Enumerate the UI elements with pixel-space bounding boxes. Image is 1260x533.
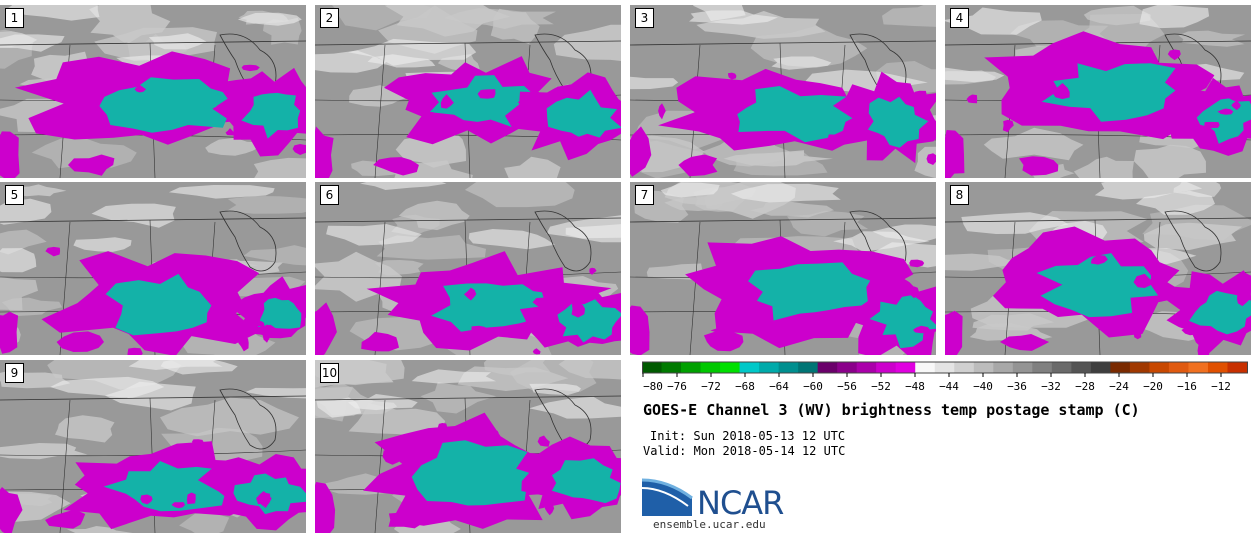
colorbar-tick-label: −76: [667, 380, 687, 393]
colorbar-swatch: [876, 362, 896, 373]
colorbar-swatch: [1208, 362, 1228, 373]
colorbar-swatch: [1169, 362, 1189, 373]
panel-number: 4: [950, 8, 969, 28]
panel-number: 10: [320, 363, 339, 383]
colorbar-swatch: [720, 362, 740, 373]
panel-number: 7: [635, 185, 654, 205]
colorbar-swatch: [974, 362, 994, 373]
convective-cell: [0, 312, 18, 354]
colorbar-swatch: [818, 362, 838, 373]
ncar-logo-icon: [642, 476, 694, 516]
panel-2: 2: [315, 5, 621, 178]
panel-number: 9: [5, 363, 24, 383]
colorbar-swatch: [935, 362, 955, 373]
colorbar-tick-label: −24: [1109, 380, 1129, 393]
panel-10: 10: [315, 360, 621, 533]
colorbar-tick-label: −80: [643, 380, 663, 393]
colorbar-tick-label: −68: [735, 380, 755, 393]
colorbar-tick-label: −64: [769, 380, 789, 393]
colorbar-swatch: [1032, 362, 1052, 373]
moisture-band: [226, 196, 306, 214]
colorbar-tick-label: −56: [837, 380, 857, 393]
convective-cell: [187, 493, 196, 505]
convective-cell: [478, 89, 496, 99]
panel-number: 8: [950, 185, 969, 205]
chart-title: GOES-E Channel 3 (WV) brightness temp po…: [643, 401, 1140, 419]
map-image: [630, 5, 936, 178]
panel-number: 2: [320, 8, 339, 28]
colorbar-tick-label: −32: [1041, 380, 1061, 393]
convective-cell: [1204, 122, 1220, 128]
map-image: [0, 182, 306, 355]
colorbar-swatch: [1227, 362, 1247, 373]
colorbar-tick-label: −20: [1143, 380, 1163, 393]
convective-cell: [470, 326, 487, 337]
colorbar-swatch: [701, 362, 721, 373]
colorbar-swatch: [896, 362, 916, 373]
colorbar-tick-label: −48: [905, 380, 925, 393]
colorbar-swatch: [642, 362, 662, 373]
colorbar-swatch: [779, 362, 799, 373]
ncar-logo-text: NCAR: [697, 484, 783, 522]
website-link[interactable]: ensemble.ucar.edu: [653, 518, 766, 531]
colorbar-tick-label: −36: [1007, 380, 1027, 393]
map-image: [315, 182, 621, 355]
colorbar-tick-label: −44: [939, 380, 959, 393]
colorbar-swatch: [1188, 362, 1208, 373]
convective-cell: [945, 311, 963, 355]
colorbar-tick-label: −16: [1177, 380, 1197, 393]
colorbar-swatch: [798, 362, 818, 373]
map-image: [0, 5, 306, 178]
map-image: [945, 5, 1251, 178]
colorbar-swatch: [740, 362, 760, 373]
convective-cell: [708, 123, 727, 135]
panel-5: 5: [0, 182, 306, 355]
colorbar-swatch: [1071, 362, 1091, 373]
colorbar-tick-label: −60: [803, 380, 823, 393]
panel-1: 1: [0, 5, 306, 178]
convective-cell: [438, 423, 448, 433]
colorbar-swatch: [993, 362, 1013, 373]
colorbar-tick-label: −28: [1075, 380, 1095, 393]
colorbar-swatch: [1091, 362, 1111, 373]
colorbar-tick-label: −12: [1211, 380, 1231, 393]
convective-cell: [0, 131, 20, 178]
map-image: [315, 5, 621, 178]
colorbar-swatch: [1110, 362, 1130, 373]
convective-cell: [945, 130, 964, 178]
colorbar-swatch: [1052, 362, 1072, 373]
map-image: [945, 182, 1251, 355]
panel-number: 3: [635, 8, 654, 28]
map-image: [0, 360, 306, 533]
map-image: [630, 182, 936, 355]
panel-number: 1: [5, 8, 24, 28]
colorbar-tick-label: −52: [871, 380, 891, 393]
panel-4: 4: [945, 5, 1251, 178]
panel-3: 3: [630, 5, 936, 178]
colorbar-swatch: [837, 362, 857, 373]
colorbar-tick-label: −72: [701, 380, 721, 393]
valid-time: Valid: Mon 2018-05-14 12 UTC: [643, 444, 845, 458]
colorbar-swatch: [857, 362, 877, 373]
panel-9: 9: [0, 360, 306, 533]
panel-number: 6: [320, 185, 339, 205]
panel-number: 5: [5, 185, 24, 205]
colorbar: −80 −76 −72 −68 −64 −60 −56 −52 −48 −44 −40 −36 −32 −…: [642, 361, 1254, 395]
colorbar-swatch: [1013, 362, 1033, 373]
colorbar-swatch: [954, 362, 974, 373]
colorbar-tick-label: −40: [973, 380, 993, 393]
panel-7: 7: [630, 182, 936, 355]
colorbar-swatch: [1149, 362, 1169, 373]
init-time: Init: Sun 2018-05-13 12 UTC: [650, 429, 845, 443]
convective-cell: [128, 348, 143, 355]
colorbar-swatch: [1130, 362, 1150, 373]
panel-8: 8: [945, 182, 1251, 355]
colorbar-swatch: [915, 362, 935, 373]
map-image: [315, 360, 621, 533]
colorbar-swatch: [759, 362, 779, 373]
panel-6: 6: [315, 182, 621, 355]
colorbar-swatch: [681, 362, 701, 373]
colorbar-swatch: [662, 362, 682, 373]
